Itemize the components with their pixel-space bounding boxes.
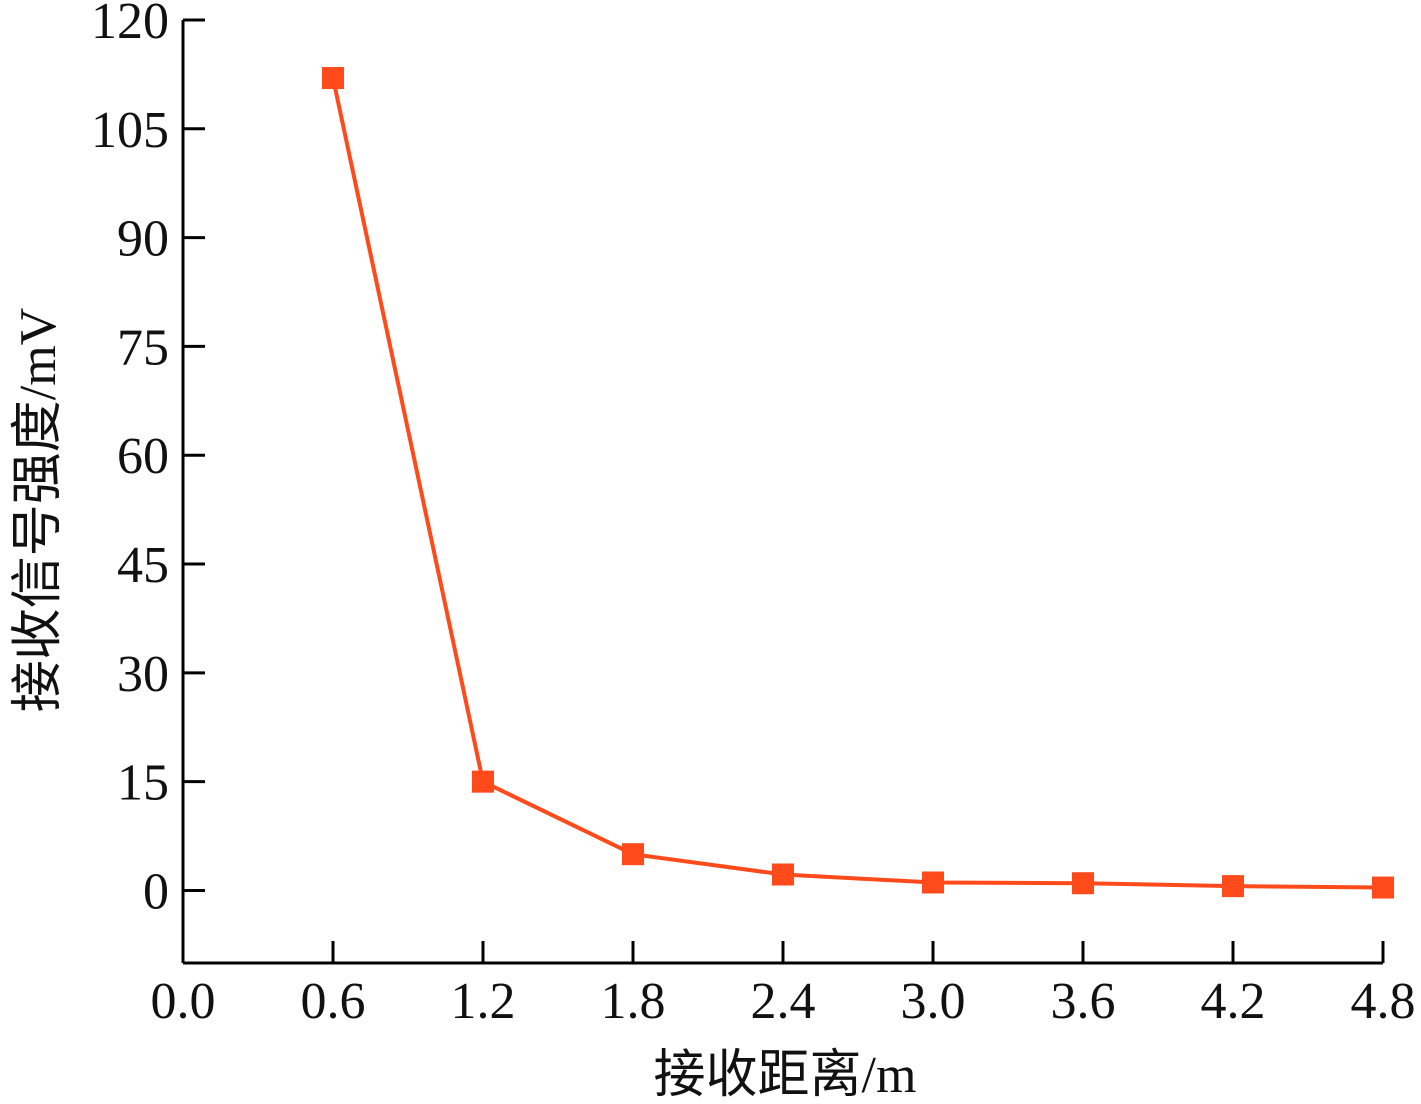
data-point-marker [1072, 872, 1094, 895]
x-axis-label: 接收距离/m [654, 1047, 917, 1104]
data-point-marker [622, 843, 644, 866]
data-point-marker [472, 770, 494, 793]
data-point-marker [322, 67, 344, 90]
data-point-marker [772, 863, 794, 886]
x-tick-label: 3.0 [901, 973, 966, 1030]
series [322, 67, 1394, 899]
x-axis-ticks: 0.0 0.6 1.2 1.8 2.4 3.0 3.6 4.2 4.8 [151, 941, 1416, 1030]
x-tick-label: 4.2 [1201, 973, 1266, 1030]
x-tick-label: 1.8 [601, 973, 666, 1030]
data-point-marker [1372, 876, 1394, 899]
series-line [331, 77, 1384, 890]
x-tick-label: 0.0 [151, 973, 216, 1030]
y-tick-label: 105 [91, 102, 169, 159]
y-axis-label: 接收信号强度/mV [10, 308, 67, 712]
y-tick-label: 90 [117, 211, 169, 268]
y-tick-label: 15 [117, 755, 169, 812]
y-tick-label: 0 [143, 863, 169, 920]
data-point-marker [922, 871, 944, 894]
x-tick-label: 0.6 [301, 973, 366, 1030]
axes [181, 20, 1383, 965]
x-tick-label: 3.6 [1051, 973, 1116, 1030]
x-tick-label: 4.8 [1351, 973, 1416, 1030]
y-tick-label: 45 [117, 537, 169, 594]
y-tick-label: 60 [117, 428, 169, 485]
data-point-marker [1222, 875, 1244, 898]
x-tick-label: 2.4 [751, 973, 816, 1030]
y-axis-ticks: 0 15 30 45 60 75 90 105 120 [91, 0, 205, 920]
y-tick-label: 120 [91, 0, 169, 50]
y-tick-label: 75 [117, 319, 169, 376]
x-tick-label: 1.2 [451, 973, 516, 1030]
y-tick-label: 30 [117, 646, 169, 703]
